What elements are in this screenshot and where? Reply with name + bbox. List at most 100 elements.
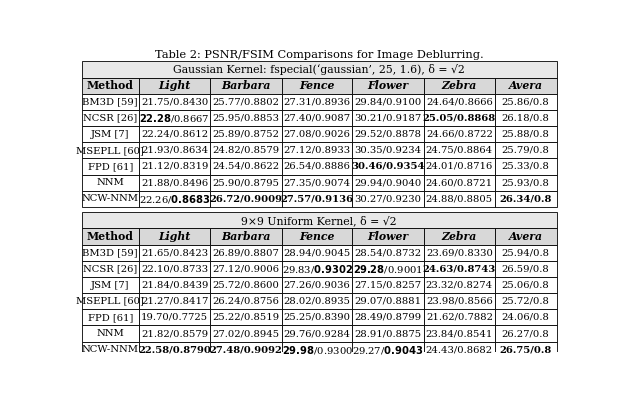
Text: 19.70/0.7725: 19.70/0.7725 [141, 313, 208, 322]
Text: Avera: Avera [509, 80, 543, 91]
Bar [81, 191, 139, 207]
Text: NNM: NNM [97, 329, 124, 338]
Bar [282, 342, 352, 358]
Bar [282, 326, 352, 342]
Bar [139, 261, 210, 277]
Bar [352, 228, 424, 245]
Text: 26.59/0.8: 26.59/0.8 [502, 265, 550, 273]
Text: 29.83/$\mathbf{0.9302}$: 29.83/$\mathbf{0.9302}$ [282, 263, 353, 275]
Bar [495, 158, 557, 175]
Bar [81, 175, 139, 191]
Text: 27.57/0.9136: 27.57/0.9136 [280, 194, 354, 203]
Text: Light: Light [159, 80, 191, 91]
Text: BM3D [59]: BM3D [59] [83, 248, 138, 257]
Text: Avera: Avera [509, 231, 543, 242]
Text: MSEPLL [60]: MSEPLL [60] [76, 146, 144, 155]
Text: Gaussian Kernel: fspecial(‘gaussian’, 25, 1.6), δ = √2: Gaussian Kernel: fspecial(‘gaussian’, 25… [173, 64, 465, 75]
Text: Flower: Flower [367, 80, 408, 91]
Text: 24.01/0.8716: 24.01/0.8716 [426, 162, 493, 171]
Text: 25.06/0.8: 25.06/0.8 [502, 280, 550, 289]
Text: 25.94/0.8: 25.94/0.8 [502, 248, 550, 257]
Bar [352, 326, 424, 342]
Text: FPD [61]: FPD [61] [88, 162, 133, 171]
Text: 24.64/0.8666: 24.64/0.8666 [426, 97, 493, 106]
Text: NCSR [26]: NCSR [26] [83, 265, 138, 273]
Text: Fence: Fence [300, 80, 335, 91]
Text: 30.27/0.9230: 30.27/0.9230 [355, 194, 422, 203]
Bar [210, 78, 282, 94]
Text: 24.75/0.8864: 24.75/0.8864 [426, 146, 493, 155]
Bar [495, 326, 557, 342]
Text: Method: Method [87, 231, 134, 242]
Bar [139, 126, 210, 142]
Text: JSM [7]: JSM [7] [91, 280, 129, 289]
Bar [424, 191, 495, 207]
Text: 23.32/0.8274: 23.32/0.8274 [426, 280, 493, 289]
Text: 25.22/0.8519: 25.22/0.8519 [212, 313, 280, 322]
Text: 29.94/0.9040: 29.94/0.9040 [355, 178, 422, 187]
Bar [81, 342, 139, 358]
Bar [282, 245, 352, 261]
Bar [210, 158, 282, 175]
Text: BM3D [59]: BM3D [59] [83, 97, 138, 106]
Bar [81, 94, 139, 110]
Bar [282, 158, 352, 175]
Bar [424, 158, 495, 175]
Bar [282, 142, 352, 158]
Text: 24.43/0.8682: 24.43/0.8682 [426, 345, 493, 354]
Text: 29.84/0.9100: 29.84/0.9100 [355, 97, 422, 106]
Bar [210, 245, 282, 261]
Text: Flower: Flower [367, 231, 408, 242]
Bar [282, 228, 352, 245]
Text: 27.02/0.8945: 27.02/0.8945 [212, 329, 280, 338]
Bar [81, 228, 139, 245]
Bar [210, 126, 282, 142]
Text: 21.84/0.8439: 21.84/0.8439 [141, 280, 208, 289]
Bar [139, 142, 210, 158]
Text: FPD [61]: FPD [61] [88, 313, 133, 322]
Text: Light: Light [159, 231, 191, 242]
Bar [495, 110, 557, 126]
Bar [352, 94, 424, 110]
Bar [282, 191, 352, 207]
Bar [424, 110, 495, 126]
Bar [495, 78, 557, 94]
Bar [352, 78, 424, 94]
Bar [352, 245, 424, 261]
Text: NCSR [26]: NCSR [26] [83, 114, 138, 122]
Text: 26.27/0.8: 26.27/0.8 [502, 329, 550, 338]
Text: 28.54/0.8732: 28.54/0.8732 [355, 248, 422, 257]
Bar [495, 261, 557, 277]
Bar [495, 277, 557, 293]
Bar [139, 228, 210, 245]
Text: Zebra: Zebra [442, 80, 477, 91]
Bar [352, 110, 424, 126]
Text: 25.25/0.8390: 25.25/0.8390 [284, 313, 351, 322]
Text: 21.93/0.8634: 21.93/0.8634 [141, 146, 208, 155]
Bar [424, 94, 495, 110]
Text: 27.48/0.9092: 27.48/0.9092 [210, 345, 283, 354]
Bar [139, 110, 210, 126]
Bar [282, 293, 352, 309]
Bar [81, 212, 557, 228]
Text: 24.82/0.8579: 24.82/0.8579 [212, 146, 280, 155]
Bar [210, 326, 282, 342]
Bar [81, 277, 139, 293]
Text: 21.88/0.8496: 21.88/0.8496 [141, 178, 208, 187]
Text: 23.98/0.8566: 23.98/0.8566 [426, 297, 493, 306]
Bar [139, 94, 210, 110]
Text: 25.95/0.8853: 25.95/0.8853 [212, 114, 280, 122]
Bar [139, 175, 210, 191]
Text: 29.07/0.8881: 29.07/0.8881 [355, 297, 422, 306]
Text: Method: Method [87, 80, 134, 91]
Bar [424, 78, 495, 94]
Text: 24.54/0.8622: 24.54/0.8622 [212, 162, 280, 171]
Text: 27.31/0.8936: 27.31/0.8936 [284, 97, 351, 106]
Bar [139, 326, 210, 342]
Text: $\mathbf{22.28}$/0.8667: $\mathbf{22.28}$/0.8667 [140, 112, 210, 124]
Bar [81, 158, 139, 175]
Text: 27.35/0.9074: 27.35/0.9074 [284, 178, 351, 187]
Text: 28.94/0.9045: 28.94/0.9045 [284, 248, 351, 257]
Bar [495, 94, 557, 110]
Text: 25.88/0.8: 25.88/0.8 [502, 129, 550, 139]
